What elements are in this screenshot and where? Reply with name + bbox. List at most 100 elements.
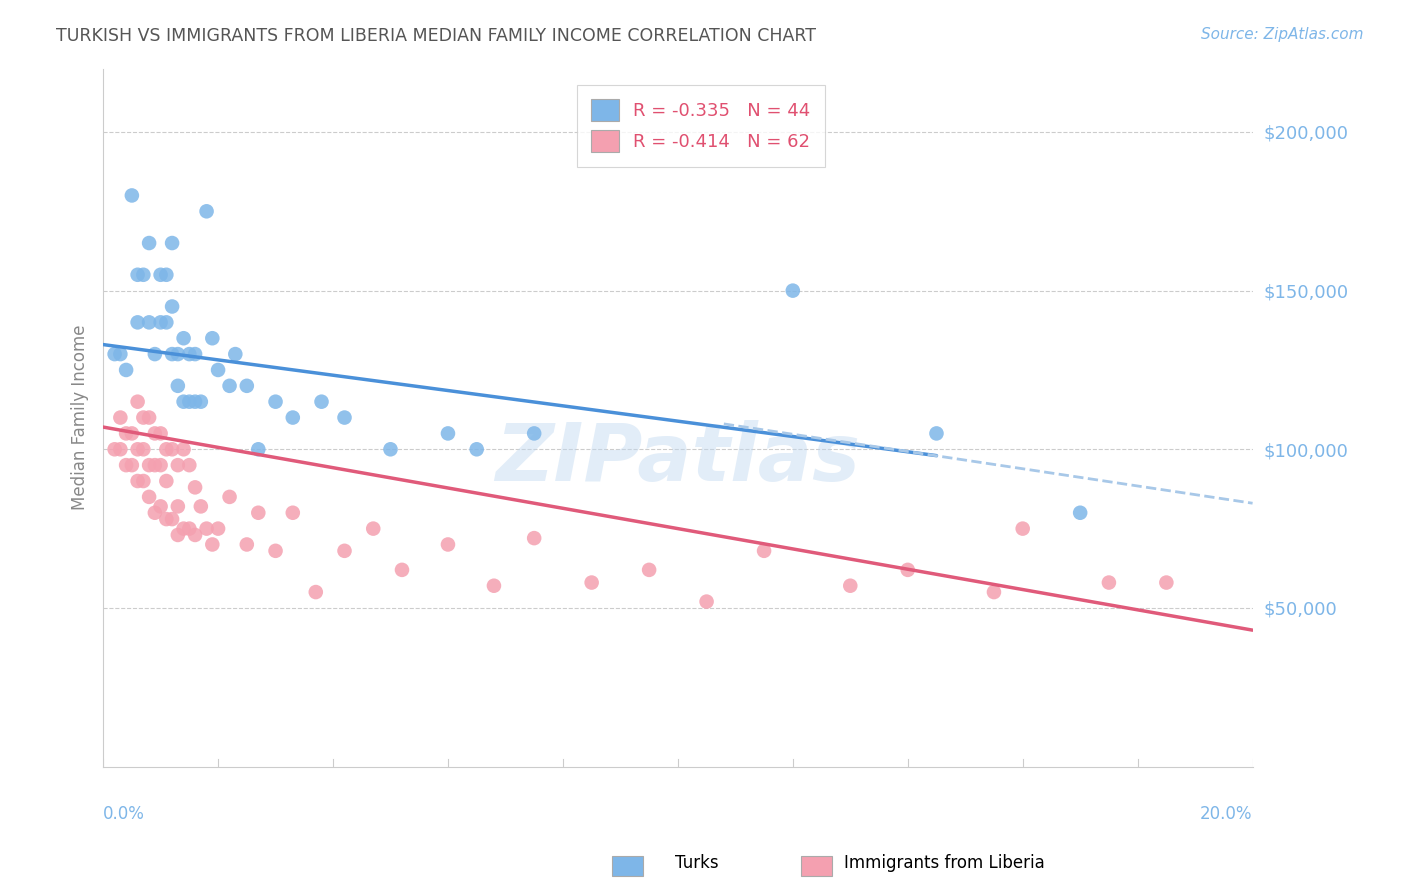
Point (897, 563, 920, 577)
Point (166, 458, 188, 472)
Point (127, 474, 149, 488)
Point (361, 522, 384, 536)
Point (138, 458, 160, 472)
Point (160, 442, 183, 457)
Point (218, 490, 240, 504)
Point (173, 331, 195, 345)
Point (333, 544, 356, 558)
Point (465, 442, 488, 457)
Point (138, 235, 160, 250)
Point (160, 300, 183, 314)
Point (155, 474, 177, 488)
Point (311, 394, 333, 409)
Text: 20.0%: 20.0% (1201, 805, 1253, 823)
Point (166, 347, 188, 361)
Point (115, 458, 138, 472)
Point (333, 410, 356, 425)
Point (184, 347, 207, 361)
Point (160, 347, 183, 361)
Point (638, 563, 661, 577)
Point (839, 579, 862, 593)
Text: 0.0%: 0.0% (103, 805, 145, 823)
Point (166, 500, 188, 514)
Point (127, 442, 149, 457)
Point (1098, 575, 1121, 590)
Point (155, 512, 177, 526)
Point (149, 268, 172, 282)
Point (115, 363, 138, 377)
Point (155, 315, 177, 329)
Point (149, 426, 172, 441)
Point (1156, 575, 1178, 590)
Point (1011, 522, 1033, 536)
Point (201, 537, 224, 551)
Text: Source: ZipAtlas.com: Source: ZipAtlas.com (1201, 27, 1364, 42)
Point (247, 442, 270, 457)
Point (110, 347, 132, 361)
Point (143, 458, 166, 472)
Point (179, 347, 201, 361)
Point (184, 394, 207, 409)
Point (224, 347, 246, 361)
Point (179, 522, 201, 536)
Point (437, 537, 460, 551)
Point (195, 204, 218, 219)
Point (166, 379, 188, 393)
Point (696, 594, 718, 608)
Text: Turks: Turks (675, 855, 718, 872)
Point (1069, 506, 1091, 520)
Point (110, 442, 132, 457)
Point (264, 544, 287, 558)
Point (752, 544, 775, 558)
Point (138, 315, 160, 329)
Point (195, 522, 218, 536)
Point (160, 235, 183, 250)
Point (138, 410, 160, 425)
Point (132, 442, 155, 457)
Point (143, 347, 166, 361)
Point (104, 347, 127, 361)
Point (281, 410, 304, 425)
Point (166, 528, 188, 542)
Point (236, 379, 259, 393)
Point (132, 268, 155, 282)
Point (581, 575, 603, 590)
Point (190, 394, 212, 409)
Point (236, 537, 259, 551)
Point (121, 426, 143, 441)
Point (155, 442, 177, 457)
Point (149, 315, 172, 329)
Point (110, 410, 132, 425)
Point (127, 315, 149, 329)
Point (482, 579, 505, 593)
Point (143, 506, 166, 520)
Point (380, 442, 402, 457)
Point (218, 379, 240, 393)
Point (115, 426, 138, 441)
Point (523, 531, 546, 545)
Point (391, 563, 413, 577)
Point (127, 268, 149, 282)
Legend: R = -0.335   N = 44, R = -0.414   N = 62: R = -0.335 N = 44, R = -0.414 N = 62 (576, 85, 825, 167)
Point (149, 500, 172, 514)
Point (201, 331, 224, 345)
Point (155, 268, 177, 282)
Point (173, 442, 195, 457)
Point (173, 394, 195, 409)
Point (247, 506, 270, 520)
Text: Immigrants from Liberia: Immigrants from Liberia (844, 855, 1045, 872)
Point (121, 188, 143, 202)
Point (305, 585, 328, 599)
Point (782, 284, 804, 298)
Point (138, 490, 160, 504)
Text: ZIPatlas: ZIPatlas (495, 420, 860, 499)
Point (190, 500, 212, 514)
Point (925, 426, 948, 441)
Point (437, 426, 460, 441)
Point (523, 426, 546, 441)
Point (179, 458, 201, 472)
Point (179, 394, 201, 409)
Point (173, 522, 195, 536)
Point (160, 512, 183, 526)
Point (264, 394, 287, 409)
